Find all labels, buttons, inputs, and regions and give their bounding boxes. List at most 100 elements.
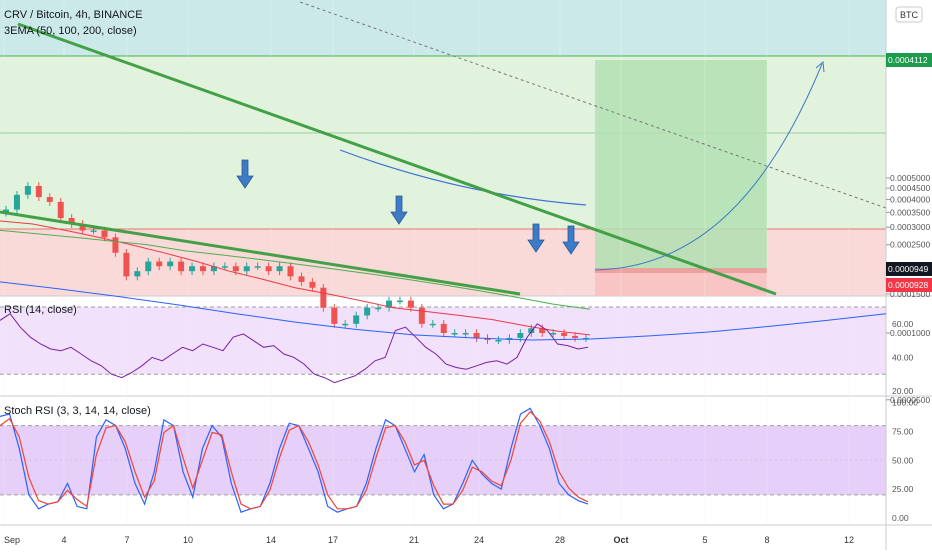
candle-body (418, 307, 425, 324)
dotted-trendline (299, 1, 887, 209)
candle-body (353, 315, 360, 324)
stoch-tick-label: 50.00 (892, 455, 914, 465)
candle-body (123, 252, 130, 277)
ema-indicator-title[interactable]: 3EMA (50, 100, 200, close) (4, 25, 137, 37)
time-tick-label: 10 (183, 535, 193, 545)
wedge-upper-trendline (17, 22, 777, 296)
rsi-tick-label: 60.00 (892, 319, 914, 329)
candle-body (309, 281, 316, 288)
candle-body (90, 230, 97, 232)
candle-body (561, 333, 568, 336)
price-tick-label: 0.0001000 (890, 328, 930, 338)
price-tick-label: 0.0003000 (890, 222, 930, 232)
time-tick-label: 14 (266, 535, 276, 545)
candle-body (440, 323, 447, 333)
time-tick-label: 24 (474, 535, 484, 545)
candle-body (331, 307, 338, 324)
candle-body (342, 323, 349, 326)
price-tick-label: 0.0004500 (890, 183, 930, 193)
candle-body (79, 224, 86, 231)
rsi-tick-label: 20.00 (892, 386, 914, 396)
candle-body (156, 261, 163, 267)
candle-body (189, 266, 196, 272)
current-price-badge: 0.0000949 (888, 264, 928, 274)
candle-body (134, 271, 141, 277)
stoch-tick-label: 0.00 (892, 513, 909, 523)
candle-body (265, 266, 272, 272)
symbol-title[interactable]: CRV / Bitcoin, 4h, BINANCE (4, 9, 143, 21)
rsi-title[interactable]: RSI (14, close) (4, 304, 77, 316)
stoch-d-line (0, 410, 589, 510)
stoch-tick-label: 75.00 (892, 426, 914, 436)
target-price-badge-bg (886, 53, 932, 67)
ema-200-line (0, 281, 887, 341)
candle-body (298, 276, 305, 282)
candle-body (407, 300, 414, 308)
down-arrow (236, 159, 254, 189)
current-price-badge-bg (886, 262, 932, 276)
candle-body (101, 230, 108, 238)
candle-body (550, 333, 557, 335)
down-arrow (390, 195, 408, 225)
price-tick-label: 0.0000500 (890, 395, 930, 405)
down-arrow (562, 225, 580, 255)
candle-body (232, 266, 239, 272)
candle-body (287, 266, 294, 277)
time-tick-label: 12 (844, 535, 854, 545)
currency-badge: BTC (900, 10, 919, 20)
candle-body (3, 209, 9, 213)
candle-body (386, 300, 393, 308)
candle-body (495, 339, 502, 342)
stop-price-badge: 0.0000928 (888, 280, 928, 290)
price-tick-label: 0.0001500 (890, 289, 930, 299)
time-tick-label: 5 (702, 535, 707, 545)
candle-body (13, 194, 20, 210)
candle-body (46, 197, 53, 202)
time-tick-label: 4 (61, 535, 66, 545)
time-tick-label: 17 (328, 535, 338, 545)
projection-curve (594, 63, 823, 271)
candle-body (35, 186, 42, 198)
stoch-band (0, 425, 886, 495)
candle-body (276, 266, 283, 272)
price-tick-label: 0.0003500 (890, 207, 930, 217)
upper-zone-bg (0, 0, 886, 56)
currency-badge-box (895, 6, 923, 23)
candle-body (112, 237, 119, 253)
price-tick-label: 0.0002500 (890, 240, 930, 250)
candle-body (396, 300, 403, 303)
candle-body (243, 266, 250, 272)
time-tick-label: Sep (4, 535, 20, 545)
long-entry-band (595, 268, 767, 273)
candle-body (254, 266, 261, 268)
rsi-tick-label: 40.00 (892, 352, 914, 362)
candle-body (528, 328, 535, 333)
stoch-rsi-title[interactable]: Stoch RSI (3, 3, 14, 14, close) (4, 405, 151, 417)
rsi-line (0, 313, 589, 384)
candle-body (429, 323, 436, 326)
rsi-band (0, 307, 886, 375)
time-tick-label: Oct (613, 535, 628, 545)
candle-body (375, 307, 382, 310)
candle-body (572, 335, 579, 338)
candle-body (364, 307, 371, 316)
candle-body (517, 333, 524, 338)
candle-body (462, 333, 469, 335)
price-tick-label: 0.0004000 (890, 194, 930, 204)
candle-body (451, 333, 458, 335)
wedge-lower-trendline (0, 210, 521, 296)
long-target-zone (595, 60, 767, 270)
candle-body (199, 266, 206, 272)
stoch-k-line (0, 407, 589, 513)
time-tick-label: 8 (764, 535, 769, 545)
candle-body (68, 217, 75, 225)
candle-body (24, 186, 31, 195)
candle-body (473, 333, 480, 338)
candle-body (178, 261, 185, 272)
target-price-badge: 0.0004112 (888, 55, 928, 65)
time-tick-label: 28 (555, 535, 565, 545)
candle-body (167, 261, 174, 267)
candle-body (484, 337, 491, 340)
